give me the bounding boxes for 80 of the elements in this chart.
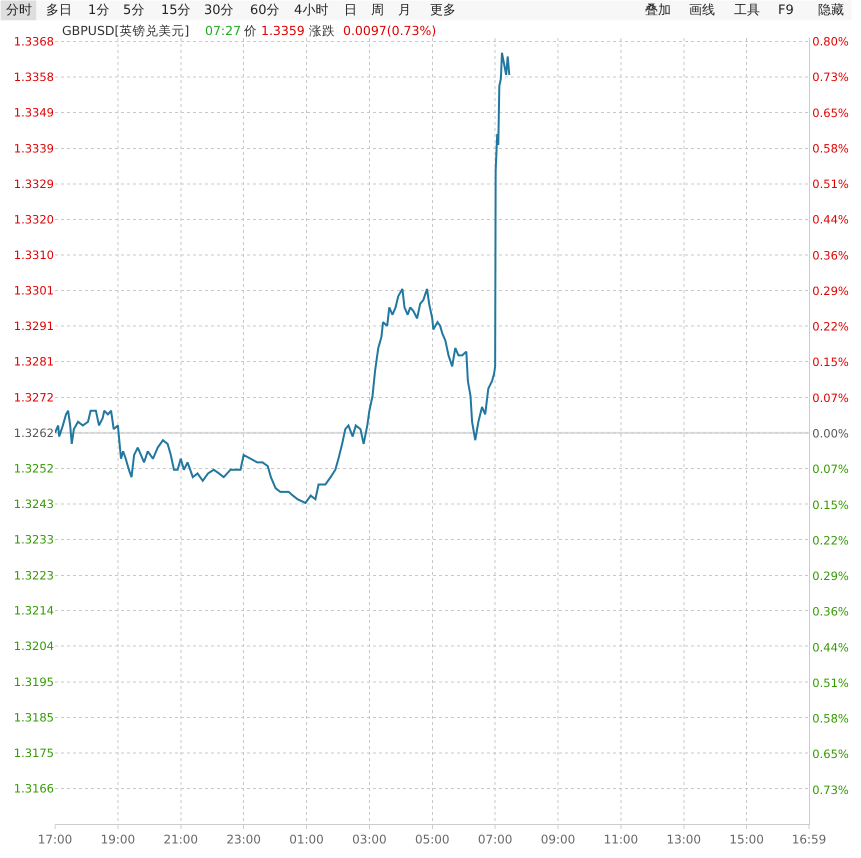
x-tick-label: 19:00: [100, 832, 136, 846]
y-tick-label: 1.3329: [14, 176, 54, 191]
y-tick-label: 1.3175: [14, 746, 54, 760]
y-tick-label: 1.3272: [14, 390, 54, 404]
x-tick-label: 05:00: [414, 832, 450, 846]
x-tick-label: 15:00: [729, 832, 764, 846]
y-tick-label: 1.3349: [14, 106, 54, 120]
y2-tick-label: 0.22%: [812, 320, 849, 334]
text: 涨跌: [309, 23, 335, 38]
y2-tick-label: 0.44%: [812, 640, 849, 654]
y2-tick-label: 0.65%: [812, 106, 849, 120]
y2-tick-label: 0.73%: [812, 70, 849, 84]
y-tick-label: 1.3233: [14, 532, 54, 547]
x-tick-label: 21:00: [163, 832, 198, 846]
y-tick-label: 1.3252: [14, 461, 54, 476]
y2-tick-label: 0.65%: [812, 747, 849, 762]
y-tick-label: 1.3301: [14, 283, 54, 298]
y-tick-label: 1.3214: [14, 604, 54, 618]
y-tick-label: 1.3320: [14, 212, 54, 227]
y-tick-label: 1.3204: [14, 639, 54, 654]
y2-tick-label: 0.15%: [812, 498, 849, 512]
x-tick-label: 13:00: [666, 832, 702, 846]
text: 5分: [123, 3, 144, 18]
text: 多日: [46, 3, 72, 18]
y2-tick-label: 0.36%: [812, 248, 849, 262]
y2-tick-label: 0.15%: [812, 355, 849, 370]
text: 周: [371, 3, 384, 18]
text: 价: [243, 23, 257, 38]
text: 0.0097(0.73%): [343, 23, 436, 38]
text: F9: [778, 3, 794, 18]
x-tick-label: 17:00: [38, 832, 72, 846]
y-tick-label: 1.3262: [14, 426, 54, 440]
y2-tick-label: 0.07%: [812, 390, 849, 405]
x-tick-label: 01:00: [289, 832, 324, 846]
x-tick-label: 09:00: [540, 832, 576, 846]
y2-tick-label: 0.51%: [812, 177, 849, 192]
x-tick-label: 11:00: [604, 832, 638, 846]
x-tick-label: 16:59: [792, 832, 826, 846]
y-tick-label: 1.3281: [14, 354, 54, 369]
y-tick-label: 1.3358: [14, 70, 54, 84]
text: 07:27: [205, 23, 242, 38]
text: 1.3359: [261, 23, 305, 38]
y-tick-label: 1.3339: [14, 141, 54, 156]
y2-tick-label: 0.29%: [812, 569, 849, 584]
y2-tick-label: 0.36%: [812, 604, 849, 619]
y-tick-label: 1.3310: [14, 248, 54, 262]
y-tick-label: 1.3195: [14, 674, 54, 689]
y2-tick-label: 0.07%: [812, 462, 849, 476]
x-tick-label: 07:00: [478, 832, 512, 846]
y-tick-label: 1.3291: [14, 319, 54, 334]
text: 工具: [734, 3, 760, 18]
text: 1分: [88, 3, 110, 18]
y2-tick-label: 0.00%: [812, 426, 849, 440]
text: 隐藏: [818, 3, 844, 18]
text: 60分: [250, 3, 280, 18]
text: 分时: [6, 3, 32, 18]
y2-tick-label: 0.29%: [812, 284, 849, 298]
text: 30分: [204, 3, 234, 18]
y-tick-label: 1.3166: [14, 782, 54, 796]
text: 日: [344, 3, 357, 18]
y-tick-label: 1.3185: [14, 710, 54, 724]
text: GBPUSD[英镑兑美元]: [62, 23, 190, 38]
text: 更多: [430, 3, 456, 18]
text: 4小时: [294, 3, 328, 18]
y-tick-label: 1.3368: [14, 34, 54, 48]
y-tick-label: 1.3243: [14, 497, 54, 512]
y2-tick-label: 0.58%: [812, 712, 849, 726]
text: 月: [398, 3, 411, 18]
y2-tick-label: 0.22%: [812, 533, 849, 548]
y2-tick-label: 0.51%: [812, 676, 849, 690]
y2-tick-label: 0.80%: [812, 34, 849, 48]
y-tick-label: 1.3223: [14, 568, 54, 582]
y2-tick-label: 0.58%: [812, 141, 849, 156]
text: 15分: [161, 3, 191, 18]
y2-tick-label: 0.73%: [812, 782, 849, 797]
y2-tick-label: 0.44%: [812, 212, 849, 227]
text: 叠加: [645, 3, 671, 18]
x-tick-label: 23:00: [226, 832, 261, 846]
x-tick-label: 03:00: [352, 832, 387, 846]
text: 画线: [689, 3, 715, 18]
